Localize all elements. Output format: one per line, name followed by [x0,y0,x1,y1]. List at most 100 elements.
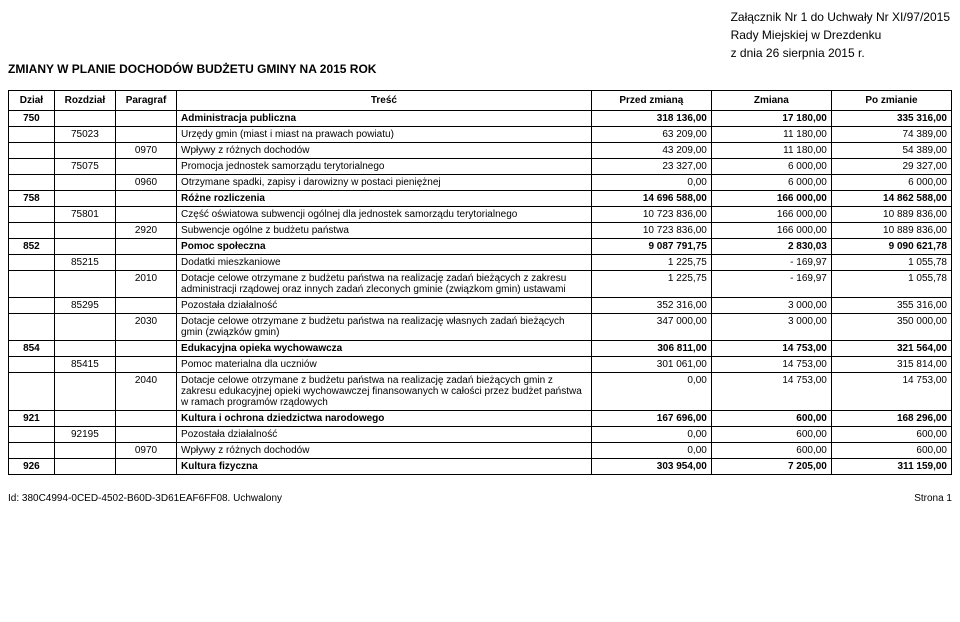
cell-dzial: 852 [9,239,55,255]
cell-dzial: 854 [9,341,55,357]
table-row: 2010Dotacje celowe otrzymane z budżetu p… [9,271,952,298]
cell-po: 14 753,00 [831,373,951,411]
table-row: 0960Otrzymane spadki, zapisy i darowizny… [9,175,952,191]
cell-po: 600,00 [831,443,951,459]
table-row: 758Różne rozliczenia14 696 588,00166 000… [9,191,952,207]
cell-rozdzial [54,175,115,191]
table-row: 75075Promocja jednostek samorządu teryto… [9,159,952,175]
cell-po: 10 889 836,00 [831,207,951,223]
cell-dzial [9,223,55,239]
cell-paragraf [115,427,176,443]
cell-dzial [9,298,55,314]
cell-paragraf: 2030 [115,314,176,341]
cell-rozdzial: 85295 [54,298,115,314]
cell-przed: 0,00 [591,373,711,411]
cell-rozdzial [54,373,115,411]
cell-dzial: 926 [9,459,55,475]
cell-zmiana: 11 180,00 [711,127,831,143]
cell-po: 168 296,00 [831,411,951,427]
cell-po: 321 564,00 [831,341,951,357]
cell-zmiana: 6 000,00 [711,175,831,191]
table-row: 0970Wpływy z różnych dochodów43 209,0011… [9,143,952,159]
cell-zmiana: 600,00 [711,443,831,459]
cell-przed: 352 316,00 [591,298,711,314]
cell-paragraf [115,459,176,475]
cell-rozdzial [54,111,115,127]
table-row: 854Edukacyjna opieka wychowawcza306 811,… [9,341,952,357]
cell-zmiana: 6 000,00 [711,159,831,175]
col-zmiana: Zmiana [711,91,831,111]
cell-dzial [9,255,55,271]
cell-rozdzial [54,411,115,427]
cell-rozdzial [54,341,115,357]
cell-paragraf [115,298,176,314]
cell-zmiana: 7 205,00 [711,459,831,475]
cell-zmiana: 3 000,00 [711,314,831,341]
cell-rozdzial [54,191,115,207]
cell-dzial [9,373,55,411]
cell-paragraf: 2920 [115,223,176,239]
col-po: Po zmianie [831,91,951,111]
table-row: 92195Pozostała działalność0,00600,00600,… [9,427,952,443]
cell-rozdzial [54,143,115,159]
col-dzial: Dział [9,91,55,111]
cell-paragraf [115,255,176,271]
cell-po: 335 316,00 [831,111,951,127]
cell-zmiana: 600,00 [711,427,831,443]
cell-zmiana: 3 000,00 [711,298,831,314]
council-line: Rady Miejskiej w Drezdenku [731,26,950,44]
cell-zmiana: 17 180,00 [711,111,831,127]
cell-po: 315 814,00 [831,357,951,373]
cell-tresc: Dotacje celowe otrzymane z budżetu państ… [177,373,592,411]
cell-przed: 63 209,00 [591,127,711,143]
cell-dzial: 750 [9,111,55,127]
cell-po: 6 000,00 [831,175,951,191]
cell-tresc: Kultura i ochrona dziedzictwa narodowego [177,411,592,427]
cell-przed: 167 696,00 [591,411,711,427]
cell-paragraf [115,341,176,357]
cell-po: 54 389,00 [831,143,951,159]
cell-po: 9 090 621,78 [831,239,951,255]
cell-tresc: Dodatki mieszkaniowe [177,255,592,271]
cell-paragraf: 0960 [115,175,176,191]
table-row: 2040Dotacje celowe otrzymane z budżetu p… [9,373,952,411]
cell-dzial: 921 [9,411,55,427]
cell-dzial [9,143,55,159]
cell-przed: 347 000,00 [591,314,711,341]
cell-paragraf [115,357,176,373]
col-paragraf: Paragraf [115,91,176,111]
cell-zmiana: 166 000,00 [711,223,831,239]
col-przed: Przed zmianą [591,91,711,111]
cell-zmiana: 600,00 [711,411,831,427]
cell-paragraf: 0970 [115,443,176,459]
cell-tresc: Pozostała działalność [177,427,592,443]
cell-dzial [9,427,55,443]
header-attachment-block: Załącznik Nr 1 do Uchwały Nr XI/97/2015 … [731,8,950,62]
cell-paragraf [115,239,176,255]
cell-po: 311 159,00 [831,459,951,475]
cell-paragraf [115,191,176,207]
cell-przed: 306 811,00 [591,341,711,357]
cell-tresc: Wpływy z różnych dochodów [177,143,592,159]
cell-dzial [9,357,55,373]
cell-paragraf: 2040 [115,373,176,411]
cell-tresc: Administracja publiczna [177,111,592,127]
cell-po: 29 327,00 [831,159,951,175]
date-line: z dnia 26 sierpnia 2015 r. [731,44,950,62]
table-row: 2030Dotacje celowe otrzymane z budżetu p… [9,314,952,341]
col-rozdzial: Rozdział [54,91,115,111]
cell-dzial [9,175,55,191]
cell-przed: 0,00 [591,443,711,459]
cell-przed: 14 696 588,00 [591,191,711,207]
cell-rozdzial: 75075 [54,159,115,175]
cell-zmiana: 14 753,00 [711,357,831,373]
cell-rozdzial [54,459,115,475]
table-row: 85295Pozostała działalność352 316,003 00… [9,298,952,314]
cell-przed: 10 723 836,00 [591,223,711,239]
cell-tresc: Dotacje celowe otrzymane z budżetu państ… [177,314,592,341]
cell-paragraf [115,159,176,175]
cell-przed: 10 723 836,00 [591,207,711,223]
cell-zmiana: 2 830,03 [711,239,831,255]
cell-rozdzial [54,239,115,255]
cell-przed: 301 061,00 [591,357,711,373]
